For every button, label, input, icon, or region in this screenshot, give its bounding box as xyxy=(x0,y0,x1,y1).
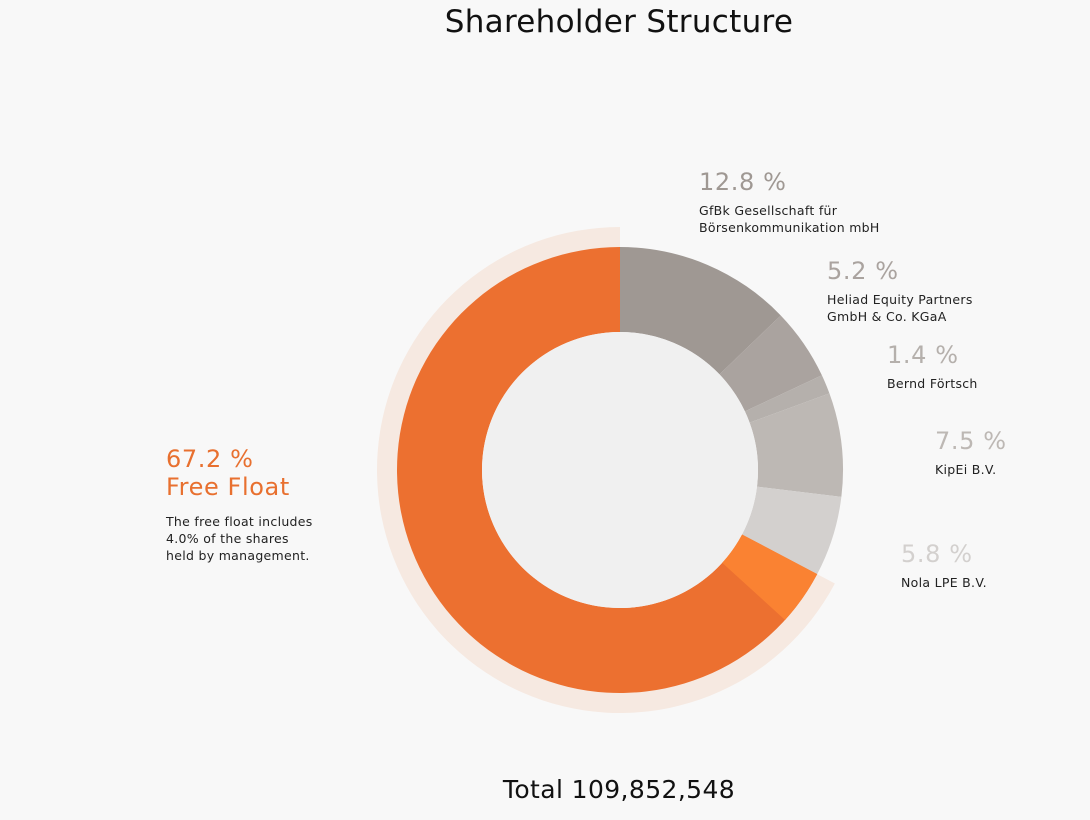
pct-nola: 5.8 % xyxy=(901,540,973,568)
slice-fortsch xyxy=(744,375,830,423)
label-fortsch: 1.4 % Bernd Förtsch xyxy=(887,341,978,392)
holder-fortsch: Bernd Förtsch xyxy=(887,376,978,391)
holder-heliad: Heliad Equity Partners GmbH & Co. KGaA xyxy=(827,292,973,324)
slice-management-portion xyxy=(722,534,818,620)
slice-heliad xyxy=(719,315,822,412)
pct-fortsch: 1.4 % xyxy=(887,341,959,369)
holder-kipei: KipEi B.V. xyxy=(935,462,997,477)
pct-gfbk: 12.8 % xyxy=(699,168,787,196)
label-nola: 5.8 % Nola LPE B.V. xyxy=(901,540,987,591)
page-title: Shareholder Structure xyxy=(444,4,794,40)
pct-free-float: 67.2 % xyxy=(166,445,254,473)
pct-heliad: 5.2 % xyxy=(827,257,899,285)
label-gfbk: 12.8 % GfBk Gesellschaft für Börsenkommu… xyxy=(699,168,880,236)
donut-hole xyxy=(482,332,758,608)
slice-gfbk xyxy=(620,247,781,375)
slice-kipei xyxy=(749,393,843,497)
holder-free-float: Free Float xyxy=(166,473,290,501)
label-free-float: 67.2 % Free Float The free float include… xyxy=(166,445,313,564)
slice-nola xyxy=(742,486,842,575)
free-float-note: The free float includes 4.0% of the shar… xyxy=(166,514,313,563)
pct-kipei: 7.5 % xyxy=(935,427,1007,455)
label-heliad: 5.2 % Heliad Equity Partners GmbH & Co. … xyxy=(827,257,973,325)
slice-free-float xyxy=(397,247,818,693)
holder-nola: Nola LPE B.V. xyxy=(901,575,987,590)
total-shares: Total 109,852,548 xyxy=(502,775,736,804)
label-kipei: 7.5 % KipEi B.V. xyxy=(935,427,1007,478)
holder-gfbk: GfBk Gesellschaft für Börsenkommunikatio… xyxy=(699,203,880,235)
